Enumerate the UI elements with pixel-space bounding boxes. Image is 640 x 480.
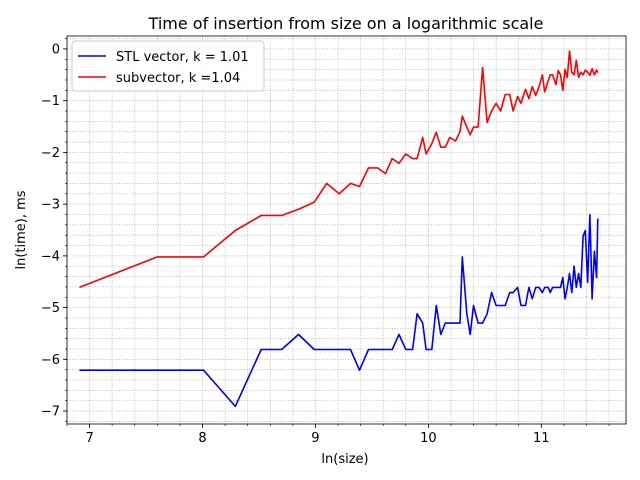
legend-label-stl-vector: STL vector, k = 1.01 [116,50,249,65]
x-tick-label: 9 [311,431,319,446]
x-tick-label: 11 [533,431,550,446]
x-tick-label: 7 [85,431,93,446]
y-axis-label: ln(time), ms [14,190,29,269]
grid [66,36,626,424]
series-line-stl-vector [79,213,599,408]
x-tick-label: 8 [198,431,206,446]
legend-box [71,40,265,92]
y-tick-label: −7 [41,405,60,420]
y-tick-label: 0 [52,42,60,57]
x-axis-ticks: 7 8 9 10 11 [66,424,610,446]
x-tick-label: 10 [420,431,437,446]
y-tick-label: −1 [41,94,60,109]
y-tick-label: −3 [41,198,60,213]
y-tick-label: −4 [41,249,60,264]
plot-area [67,36,626,424]
legend: STL vector, k = 1.01 subvector, k =1.04 [71,40,265,92]
y-tick-label: −5 [41,301,60,316]
plot-frame [66,35,627,425]
legend-label-subvector: subvector, k =1.04 [116,71,240,86]
series-line-subvector [79,50,599,289]
x-axis-label: ln(size) [321,452,368,467]
y-axis-ticks: 0 −1 −2 −3 −4 −5 −6 −7 [41,38,67,422]
chart-title: Time of insertion from size on a logarit… [148,14,544,33]
series-lines [79,50,599,408]
y-tick-label: −6 [41,353,60,368]
y-tick-label: −2 [41,146,60,161]
